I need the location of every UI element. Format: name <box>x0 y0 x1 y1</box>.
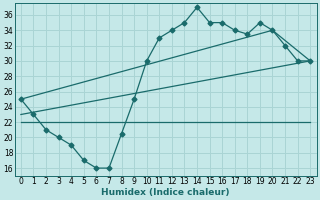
X-axis label: Humidex (Indice chaleur): Humidex (Indice chaleur) <box>101 188 230 197</box>
